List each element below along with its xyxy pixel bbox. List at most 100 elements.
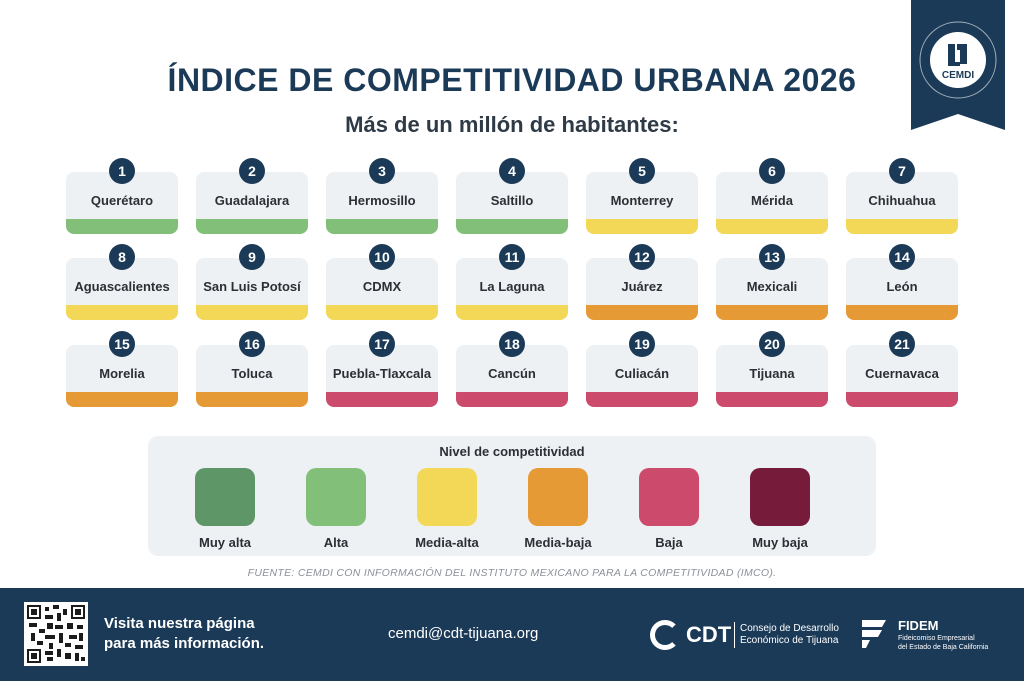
competitiveness-band: [456, 219, 568, 234]
competitiveness-band: [196, 305, 308, 320]
rank-badge: 17: [369, 331, 395, 357]
competitiveness-band: [326, 305, 438, 320]
visit-line-1: Visita nuestra página: [104, 615, 255, 632]
fidem-subtitle: Fideicomiso Empresarial del Estado de Ba…: [898, 634, 1024, 652]
cdt-subtitle-line-1: Consejo de Desarrollo: [740, 623, 839, 634]
legend-swatch: [417, 468, 477, 526]
visit-line-2: para más información.: [104, 635, 265, 652]
rank-badge: 4: [499, 158, 525, 184]
rank-badge: 15: [109, 331, 135, 357]
rank-badge: 1: [109, 158, 135, 184]
rank-badge: 10: [369, 244, 395, 270]
visit-text: Visita nuestra página para más informaci…: [104, 614, 264, 654]
competitiveness-band: [846, 219, 958, 234]
city-card: Guadalajara: [196, 172, 308, 234]
competitiveness-band: [196, 219, 308, 234]
fidem-f-icon: [862, 620, 886, 648]
rank-badge: 9: [239, 244, 265, 270]
cdt-ring-icon: [650, 620, 680, 650]
rank-badge: 13: [759, 244, 785, 270]
city-card: Aguascalientes: [66, 258, 178, 320]
rank-badge: 7: [889, 158, 915, 184]
city-name: Mexicali: [746, 279, 798, 294]
source-note: FUENTE: CEMDI CON INFORMACIÓN DEL INSTIT…: [247, 567, 777, 579]
city-name: Guadalajara: [214, 193, 290, 208]
legend-label: Media-baja: [524, 535, 592, 550]
city-card: Puebla-Tlaxcala: [326, 345, 438, 407]
legend-label: Muy alta: [198, 535, 251, 550]
page-title: ÍNDICE DE COMPETITIVIDAD URBANA 2026: [167, 62, 857, 98]
legend-swatch: [750, 468, 810, 526]
competitiveness-band: [716, 219, 828, 234]
cdt-subtitle: Consejo de Desarrollo Económico de Tijua…: [740, 623, 860, 647]
legend-label: Alta: [323, 535, 349, 550]
legend-label: Baja: [655, 535, 683, 550]
cemdi-logo-ribbon: [911, 0, 1005, 130]
qr-code-icon[interactable]: [24, 602, 88, 666]
competitiveness-band: [586, 305, 698, 320]
rank-badge: 16: [239, 331, 265, 357]
competitiveness-band: [326, 392, 438, 407]
fidem-subtitle-line-1: Fideicomiso Empresarial: [898, 635, 975, 642]
rank-badge: 11: [499, 244, 525, 270]
city-ranking-grid: Querétaro 1 Guadalajara 2 Hermosillo 3 Saltill…: [66, 158, 958, 407]
competitiveness-band: [66, 219, 178, 234]
rank-badge: 18: [499, 331, 525, 357]
fidem-subtitle-line-2: del Estado de Baja California: [898, 644, 989, 651]
city-name: Saltillo: [490, 193, 534, 208]
competitiveness-band: [66, 392, 178, 407]
city-name: Toluca: [231, 366, 273, 381]
rank-badge: 5: [629, 158, 655, 184]
rank-badge: 21: [889, 331, 915, 357]
city-name: San Luis Potosí: [203, 279, 301, 294]
city-name: Puebla-Tlaxcala: [332, 366, 432, 381]
rank-badge: 3: [369, 158, 395, 184]
city-name: Querétaro: [90, 193, 154, 208]
competitiveness-band: [716, 392, 828, 407]
rank-badge: 12: [629, 244, 655, 270]
legend-swatch: [639, 468, 699, 526]
cemdi-logo-label: CEMDI: [941, 70, 975, 81]
city-name: León: [886, 279, 918, 294]
page-subtitle: Más de un millón de habitantes:: [345, 112, 679, 137]
legend-swatch: [528, 468, 588, 526]
legend-swatch: [306, 468, 366, 526]
city-name: Morelia: [99, 366, 145, 381]
rank-badge: 6: [759, 158, 785, 184]
competitiveness-band: [456, 392, 568, 407]
legend-label: Media-alta: [415, 535, 479, 550]
contact-email-link[interactable]: cemdi@cdt-tijuana.org: [388, 625, 539, 642]
rank-badge: 8: [109, 244, 135, 270]
city-name: Hermosillo: [348, 193, 416, 208]
city-name: Chihuahua: [868, 193, 936, 208]
competitiveness-band: [456, 305, 568, 320]
competitiveness-band: [716, 305, 828, 320]
legend-title: Nivel de competitividad: [439, 444, 585, 459]
city-name: Aguascalientes: [74, 279, 170, 294]
city-card: Mexicali: [716, 258, 828, 320]
rank-badge: 20: [759, 331, 785, 357]
competitiveness-band: [326, 219, 438, 234]
cdt-subtitle-line-2: Económico de Tijuana: [740, 635, 839, 646]
city-name: Cuernavaca: [865, 366, 939, 381]
fidem-name: FIDEM: [898, 618, 939, 633]
rank-badge: 14: [889, 244, 915, 270]
competitiveness-legend: Nivel de competitividad Muy alta Alta Medi…: [148, 436, 876, 556]
city-name: CDMX: [362, 279, 402, 294]
cdt-name: CDT: [686, 622, 732, 647]
competitiveness-band: [66, 305, 178, 320]
competitiveness-band: [846, 392, 958, 407]
city-name: Cancún: [488, 366, 536, 381]
rank-badge: 19: [629, 331, 655, 357]
cdt-divider: [734, 622, 735, 648]
competitiveness-band: [586, 392, 698, 407]
competitiveness-band: [846, 305, 958, 320]
competitiveness-band: [586, 219, 698, 234]
city-name: Mérida: [751, 193, 793, 208]
footer: Visita nuestra página para más informaci…: [0, 588, 1024, 681]
city-name: Culiacán: [614, 366, 670, 381]
legend-label: Muy baja: [752, 535, 808, 550]
legend-swatch: [195, 468, 255, 526]
city-card: CDMX: [326, 258, 438, 320]
city-name: Juárez: [621, 279, 663, 294]
